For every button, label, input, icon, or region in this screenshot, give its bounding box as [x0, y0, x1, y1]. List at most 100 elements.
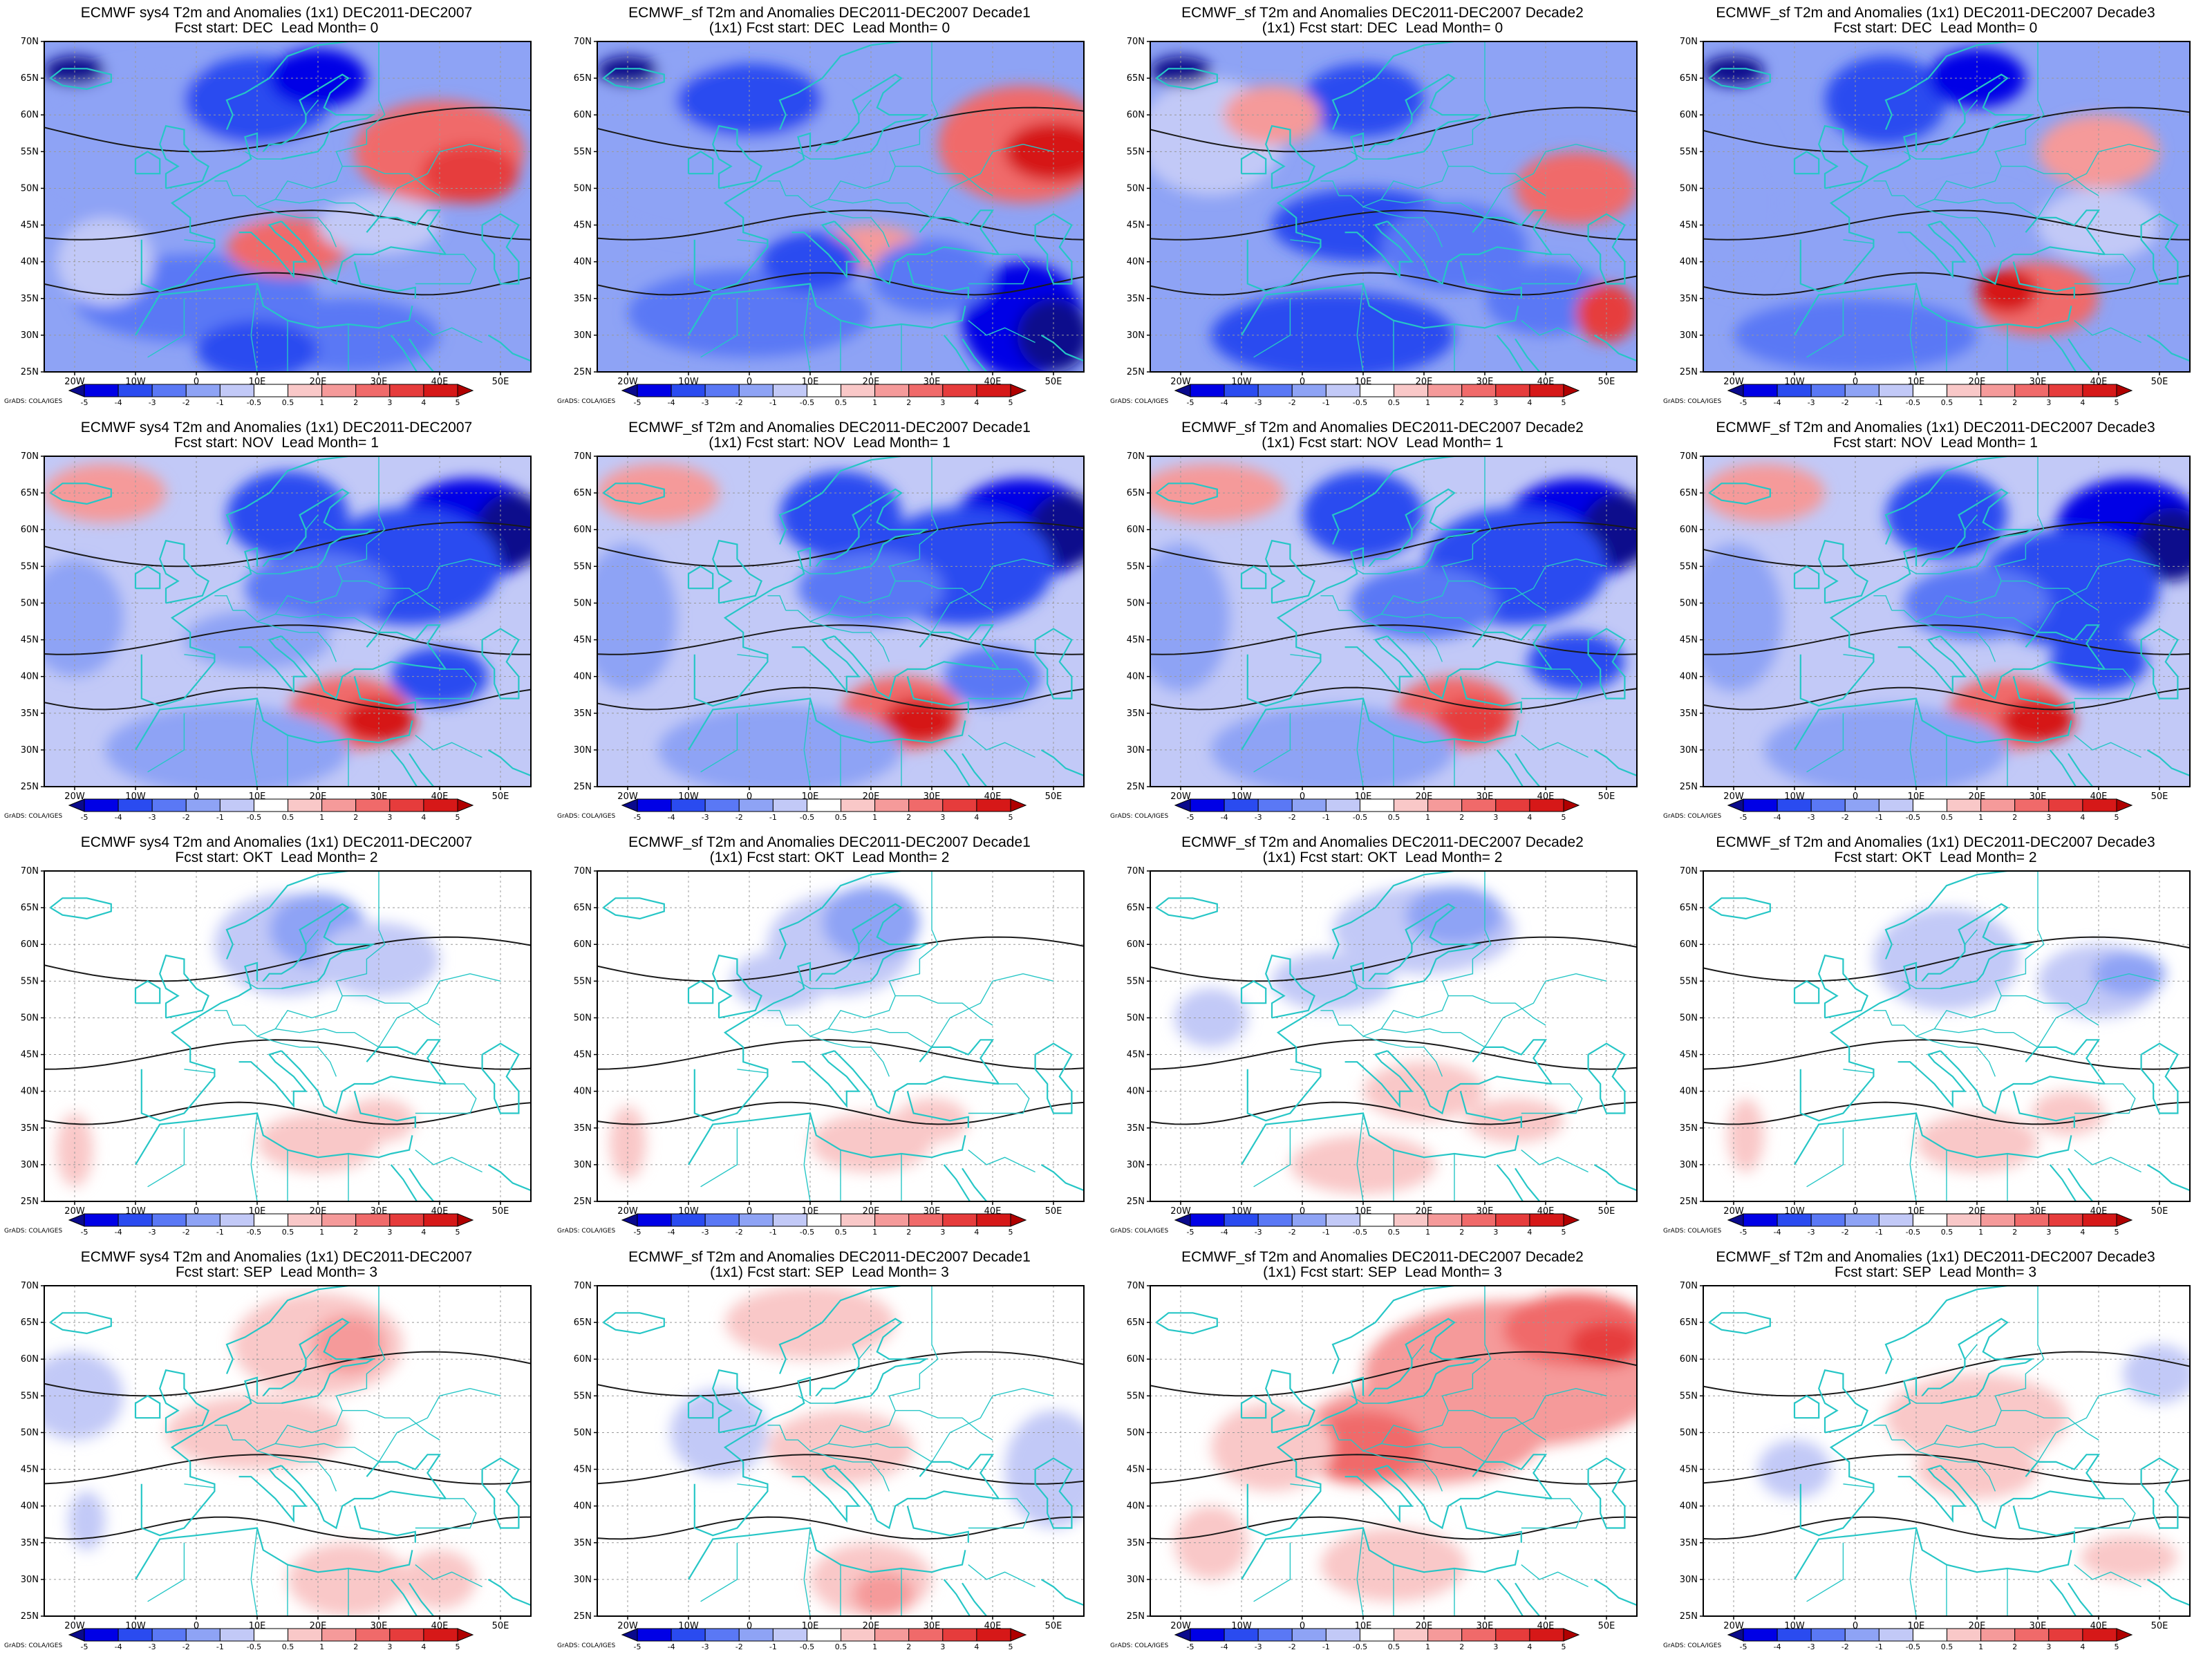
- map-panel: ECMWF sys4 T2m and Anomalies (1x1) DEC20…: [0, 830, 553, 1244]
- country-border: [342, 580, 440, 611]
- panel-title-line2: (1x1) Fcst start: NOV Lead Month= 1: [1262, 435, 1503, 451]
- coastline: [1496, 1579, 1524, 1616]
- country-border: [342, 995, 440, 1026]
- coastline: [353, 261, 416, 299]
- colorbar-level-label: -2: [1841, 398, 1849, 407]
- lon-tick-label: 20W: [64, 377, 85, 387]
- lon-tick-label: 0: [194, 377, 199, 387]
- lat-tick-label: 40N: [1127, 672, 1145, 682]
- country-border: [2074, 1083, 2136, 1114]
- anomaly-patch: [1703, 463, 1825, 523]
- colorbar-level-label: -0.5: [247, 398, 261, 407]
- colorbar-level-label: 4: [974, 813, 979, 822]
- colorbar-level-label: -0.5: [1906, 1228, 1920, 1237]
- country-border: [1964, 1344, 1978, 1360]
- isotherm-contour: [597, 1039, 1084, 1070]
- colorbar-max-arrow: [457, 384, 474, 397]
- colorbar-bin: [1394, 384, 1429, 397]
- panel-title-line1: ECMWF_sf T2m and Anomalies DEC2011-DEC20…: [628, 834, 1031, 850]
- colorbar-bin: [1325, 384, 1360, 397]
- country-border: [1521, 735, 1588, 758]
- lat-tick-label: 70N: [21, 451, 39, 462]
- colorbar-bin: [1190, 1628, 1225, 1642]
- colorbar-level-label: -3: [149, 398, 156, 407]
- colorbar-bin: [151, 1628, 187, 1642]
- colorbar-level-label: 1: [1978, 1228, 1983, 1237]
- colorbar-bin: [772, 384, 807, 397]
- country-border: [256, 206, 337, 247]
- country-border: [1995, 1286, 2045, 1396]
- coastline: [390, 1579, 418, 1616]
- country-border: [968, 320, 1035, 344]
- country-border: [232, 151, 343, 207]
- lon-tick-label: 0: [194, 1206, 199, 1217]
- country-border: [2001, 995, 2099, 1026]
- colorbar-level-label: -3: [702, 1642, 709, 1651]
- country-border: [1904, 980, 1941, 989]
- panel-title-line1: ECMWF sys4 T2m and Anomalies (1x1) DEC20…: [80, 1249, 473, 1265]
- colorbar-level-label: -0.5: [1906, 398, 1920, 407]
- colorbar-bin: [671, 798, 706, 812]
- panel-title-line2: Fcst start: SEP Lead Month= 3: [175, 1264, 377, 1280]
- colorbar-bin: [219, 1628, 254, 1642]
- grads-credit-label: GrADS: COLA/IGES: [4, 1642, 63, 1649]
- country-border: [785, 981, 896, 1037]
- coastline: [962, 1582, 988, 1616]
- country-border: [1381, 1443, 1485, 1463]
- coastline: [140, 547, 259, 707]
- lon-tick-label: 0: [747, 377, 752, 387]
- country-border: [305, 929, 319, 945]
- colorbar-bin: [288, 1213, 323, 1227]
- colorbar-level-label: -5: [1187, 1642, 1194, 1651]
- grads-credit-label: GrADS: COLA/IGES: [1110, 1228, 1169, 1235]
- coastline: [481, 628, 520, 700]
- coastline: [2146, 334, 2190, 362]
- anomaly-patch: [56, 1113, 93, 1187]
- coastline: [1794, 283, 2072, 336]
- colorbar-bin: [355, 384, 391, 397]
- isotherm-contour: [1150, 106, 1637, 153]
- anomaly-patch: [1211, 1403, 1333, 1492]
- country-border: [1934, 613, 2038, 633]
- country-border: [798, 980, 835, 989]
- coastline: [834, 221, 999, 285]
- country-border: [1338, 151, 1449, 207]
- isotherm-contour: [1703, 272, 2190, 296]
- coastline: [238, 221, 308, 279]
- colorbar-bin: [355, 1628, 391, 1642]
- coastline: [281, 221, 446, 285]
- lat-tick-label: 45N: [574, 1465, 592, 1475]
- panel-title-line2: Fcst start: NOV Lead Month= 1: [174, 435, 379, 451]
- coastline: [1818, 954, 1868, 1019]
- coastline: [943, 1164, 971, 1201]
- coastline: [50, 1312, 112, 1335]
- lon-tick-label: 20W: [64, 791, 85, 802]
- colorbar-level-label: 0.5: [1941, 398, 1953, 407]
- lat-tick-label: 65N: [1127, 73, 1145, 84]
- colorbar-level-label: -4: [1774, 1642, 1781, 1651]
- country-border: [1290, 654, 1321, 659]
- colorbar-level-label: -3: [702, 398, 709, 407]
- lat-tick-label: 70N: [1127, 451, 1145, 462]
- colorbar-level-label: 2: [2012, 1642, 2017, 1651]
- coastline: [2012, 1091, 2075, 1128]
- lon-tick-label: 20W: [1723, 1206, 1744, 1217]
- coastline: [2049, 1579, 2077, 1616]
- lat-tick-label: 55N: [1127, 147, 1145, 157]
- anomaly-patch: [1703, 115, 1783, 292]
- lat-tick-label: 50N: [21, 1013, 39, 1023]
- country-border: [1915, 1450, 1996, 1492]
- country-border: [1356, 283, 1364, 372]
- lat-tick-label: 55N: [1680, 976, 1698, 986]
- colorbar-bin: [1810, 1213, 1846, 1227]
- coastline: [1331, 41, 1485, 130]
- map-frame: [1150, 41, 1638, 373]
- country-border: [378, 143, 501, 218]
- coastline: [1034, 1042, 1073, 1114]
- colorbar-bin: [84, 798, 119, 812]
- country-border: [1253, 713, 1291, 773]
- colorbar-bin: [1394, 1628, 1429, 1642]
- coastline: [1496, 1164, 1524, 1201]
- coastline: [1387, 1465, 1552, 1530]
- lon-tick-label: 50E: [492, 791, 509, 802]
